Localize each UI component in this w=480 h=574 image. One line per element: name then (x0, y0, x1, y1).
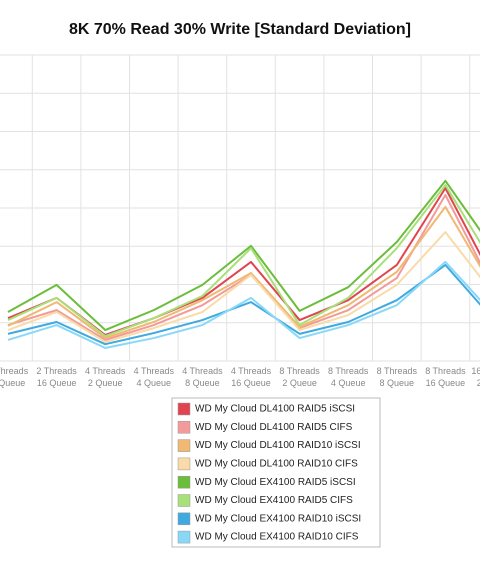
legend-swatch (177, 439, 191, 452)
series-line (7, 260, 480, 349)
legend-label: WD My Cloud EX4100 RAID5 CIFS (195, 495, 353, 506)
x-tick-label: 4 Threads 16 Queue (231, 366, 272, 388)
legend-swatch (177, 530, 191, 544)
legend-label: WD My Cloud DL4100 RAID5 CIFS (195, 422, 353, 433)
series-line (7, 184, 480, 338)
x-tick-label: 8 Threads 16 Queue (425, 366, 466, 388)
legend-swatch (177, 402, 191, 416)
legend-label: WD My Cloud DL4100 RAID10 iSCSI (195, 440, 361, 451)
x-tick-label: 8 Threads 2 Queue (279, 366, 320, 388)
legend-swatch (177, 475, 191, 489)
series-line (7, 263, 480, 346)
legend-swatch (177, 457, 191, 471)
x-tick-label: 8 Threads 8 Queue (377, 366, 418, 388)
chart-title: 8K 70% Read 30% Write [Standard Deviatio… (69, 21, 411, 38)
x-tick-label: 4 Threads 4 Queue (134, 366, 175, 388)
legend-label: WD My Cloud DL4100 RAID10 CIFS (195, 459, 358, 470)
x-tick-label: 2 Threads 16 Queue (36, 366, 77, 388)
x-tick-label: 4 Threads 2 Queue (85, 366, 126, 388)
series-line (7, 205, 480, 340)
legend-box (171, 397, 381, 548)
legend-swatch (177, 512, 191, 526)
series-line (7, 187, 480, 336)
legend-label: WD My Cloud EX4100 RAID10 iSCSI (195, 513, 361, 524)
legend-label: WD My Cloud DL4100 RAID5 iSCSI (195, 404, 355, 415)
series-line (7, 179, 480, 332)
legend-swatch (177, 421, 191, 434)
series-line (7, 231, 480, 343)
legend-label: WD My Cloud EX4100 RAID10 CIFS (195, 532, 359, 543)
x-tick-label: 8 Threads 4 Queue (328, 366, 369, 388)
x-tick-label: 4 Threads 8 Queue (182, 366, 223, 388)
legend-swatch (177, 494, 191, 507)
legend-label: WD My Cloud EX4100 RAID5 iSCSI (195, 477, 356, 488)
